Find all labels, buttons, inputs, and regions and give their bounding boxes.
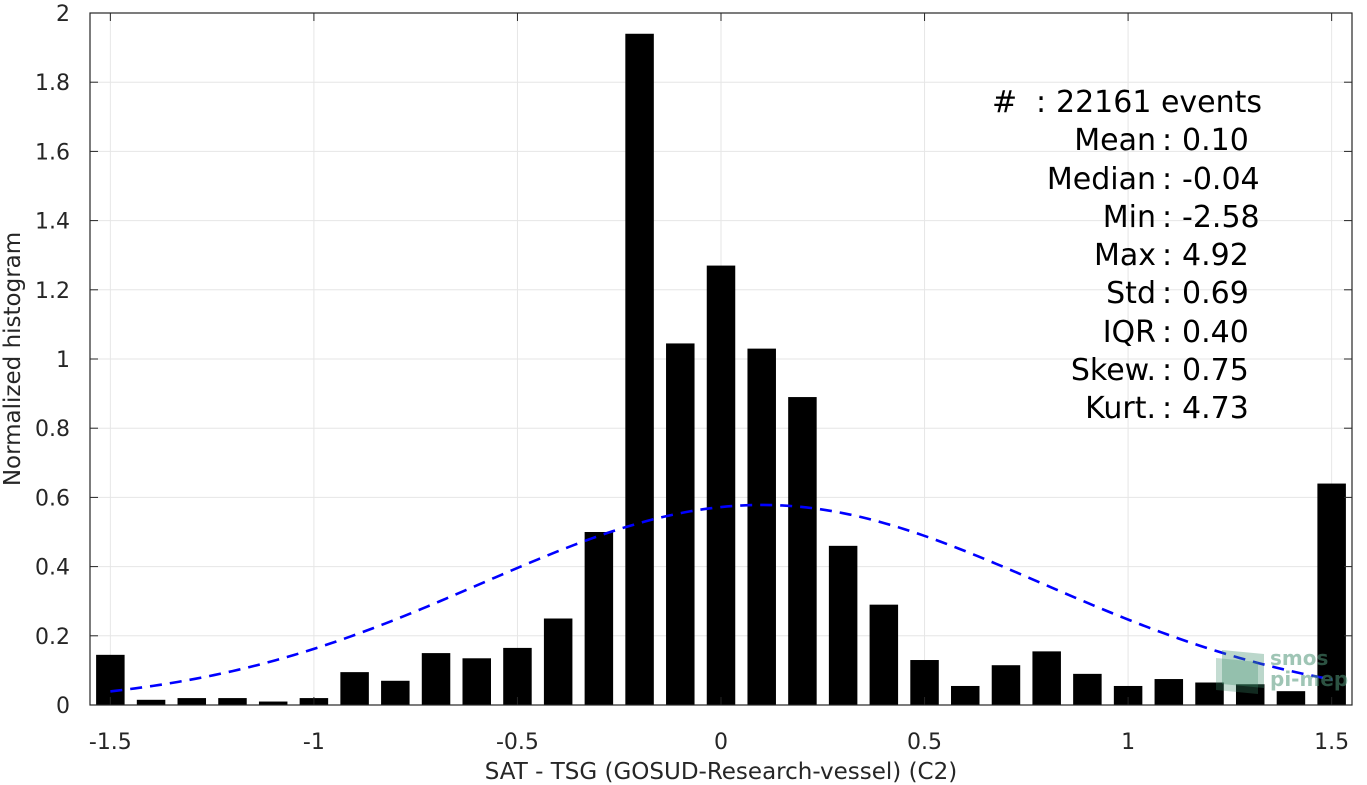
histogram-bar <box>584 532 614 705</box>
stat-key: Max <box>1093 238 1156 274</box>
histogram-bar <box>340 672 369 705</box>
stat-separator: : <box>1162 276 1173 312</box>
x-tick-label: 1.5 <box>1314 730 1349 755</box>
stat-separator: : <box>1162 199 1173 235</box>
histogram-bar <box>951 685 980 705</box>
stat-value: 22161 events <box>1056 85 1263 120</box>
stat-line: Kurt.:4.73 <box>900 390 1280 428</box>
histogram-bar <box>218 698 247 705</box>
y-tick-label: 2 <box>56 2 70 27</box>
stat-separator: : <box>1162 391 1173 427</box>
stat-key: Kurt. <box>1085 391 1156 427</box>
histogram-bar <box>788 397 817 705</box>
stat-line: #:22161 events <box>900 84 1280 122</box>
y-tick-label: 0.2 <box>35 625 70 650</box>
logo-text-smos: smos <box>1270 646 1329 670</box>
logo-icon <box>1216 650 1264 694</box>
histogram-bar <box>1235 684 1265 705</box>
stat-separator: : <box>1036 85 1047 120</box>
stat-key: # <box>992 85 1018 120</box>
histogram-bar <box>1154 679 1184 705</box>
histogram-bar <box>706 265 736 705</box>
x-axis-label: SAT - TSG (GOSUD-Research-vessel) (C2) <box>485 759 957 785</box>
y-axis-label: Normalized histogram <box>0 232 26 486</box>
stat-value: 0.75 <box>1182 353 1249 389</box>
stat-separator: : <box>1162 161 1173 197</box>
histogram-bar <box>136 699 166 705</box>
stat-value: -0.04 <box>1182 161 1260 197</box>
statistics-box: #:22161 events Mean:0.10 Median: -0.04 Min: -… <box>900 84 1280 429</box>
stat-value: 0.69 <box>1182 276 1249 312</box>
histogram-bar <box>747 348 776 705</box>
histogram-bar <box>1276 691 1306 705</box>
stat-separator: : <box>1162 353 1173 389</box>
stat-separator: : <box>1162 123 1173 159</box>
histogram-bar <box>1113 685 1143 705</box>
y-tick-label: 1.8 <box>35 71 70 96</box>
stat-separator: : <box>1162 314 1173 350</box>
stat-key: Std <box>1106 276 1156 312</box>
x-tick-label: 0 <box>714 730 728 755</box>
stat-line: Mean:0.10 <box>900 122 1280 160</box>
histogram-bar <box>177 698 207 705</box>
y-tick-label: 0 <box>56 694 70 719</box>
y-tick-label: 0.6 <box>35 486 70 511</box>
stat-line: Max:4.92 <box>900 237 1280 275</box>
stat-value: 0.10 <box>1182 123 1249 159</box>
y-tick-label: 1.2 <box>35 279 70 304</box>
histogram-bar <box>543 618 573 705</box>
x-tick-label: 1 <box>1121 730 1135 755</box>
y-tick-label: 0.4 <box>35 556 70 581</box>
x-tick-label: -1 <box>303 730 325 755</box>
y-tick-label: 1.4 <box>35 210 70 235</box>
stat-line: Skew.:0.75 <box>900 352 1280 390</box>
x-tick-label: 0.5 <box>907 730 942 755</box>
histogram-bar <box>258 701 288 705</box>
x-tick-label: -0.5 <box>496 730 539 755</box>
stat-key: Mean <box>1074 123 1156 159</box>
histogram-bar <box>462 658 491 705</box>
histogram-bar <box>991 665 1021 705</box>
stat-value: -2.58 <box>1182 199 1260 235</box>
histogram-bar <box>625 33 654 705</box>
y-tick-label: 0.8 <box>35 417 70 442</box>
y-tick-label: 1 <box>56 348 70 373</box>
stat-line: Std:0.69 <box>900 275 1280 313</box>
stat-line: Min: -2.58 <box>900 199 1280 237</box>
histogram-bar <box>381 680 410 705</box>
logo-text-pimep: pi-mep <box>1270 667 1349 691</box>
histogram-bar <box>869 604 899 705</box>
x-tick-label: -1.5 <box>89 730 132 755</box>
histogram-bar <box>503 647 532 705</box>
histogram-bar <box>421 653 451 705</box>
stat-value: 0.40 <box>1182 314 1249 350</box>
histogram-bar <box>1032 651 1061 705</box>
normal-fit-curve <box>110 503 1332 693</box>
x-axis: -1.5 -1 -0.5 0 0.5 1 1.5 <box>89 13 1349 755</box>
histogram-bar <box>96 654 125 705</box>
y-axis: 0 0.2 0.4 0.6 0.8 1 1.2 1.4 1.6 1.8 2 <box>35 2 1352 719</box>
y-tick-label: 1.6 <box>35 140 70 165</box>
stat-key: Median <box>1046 161 1156 197</box>
stat-value: 4.92 <box>1182 238 1249 274</box>
bars <box>96 33 1346 705</box>
histogram-bar <box>828 545 858 705</box>
stat-key: IQR <box>1102 314 1156 350</box>
stat-separator: : <box>1162 238 1173 274</box>
stat-line: Median: -0.04 <box>900 161 1280 199</box>
stat-key: Min <box>1102 199 1156 235</box>
histogram-bar <box>666 343 695 705</box>
stat-key: Skew. <box>1070 353 1156 389</box>
histogram-bar <box>1317 483 1346 705</box>
histogram-bar <box>1195 682 1224 705</box>
stat-value: 4.73 <box>1182 391 1249 427</box>
stat-line: IQR:0.40 <box>900 314 1280 352</box>
smos-pi-mep-logo: smos pi-mep <box>1212 644 1352 696</box>
histogram-bar <box>1073 673 1102 705</box>
